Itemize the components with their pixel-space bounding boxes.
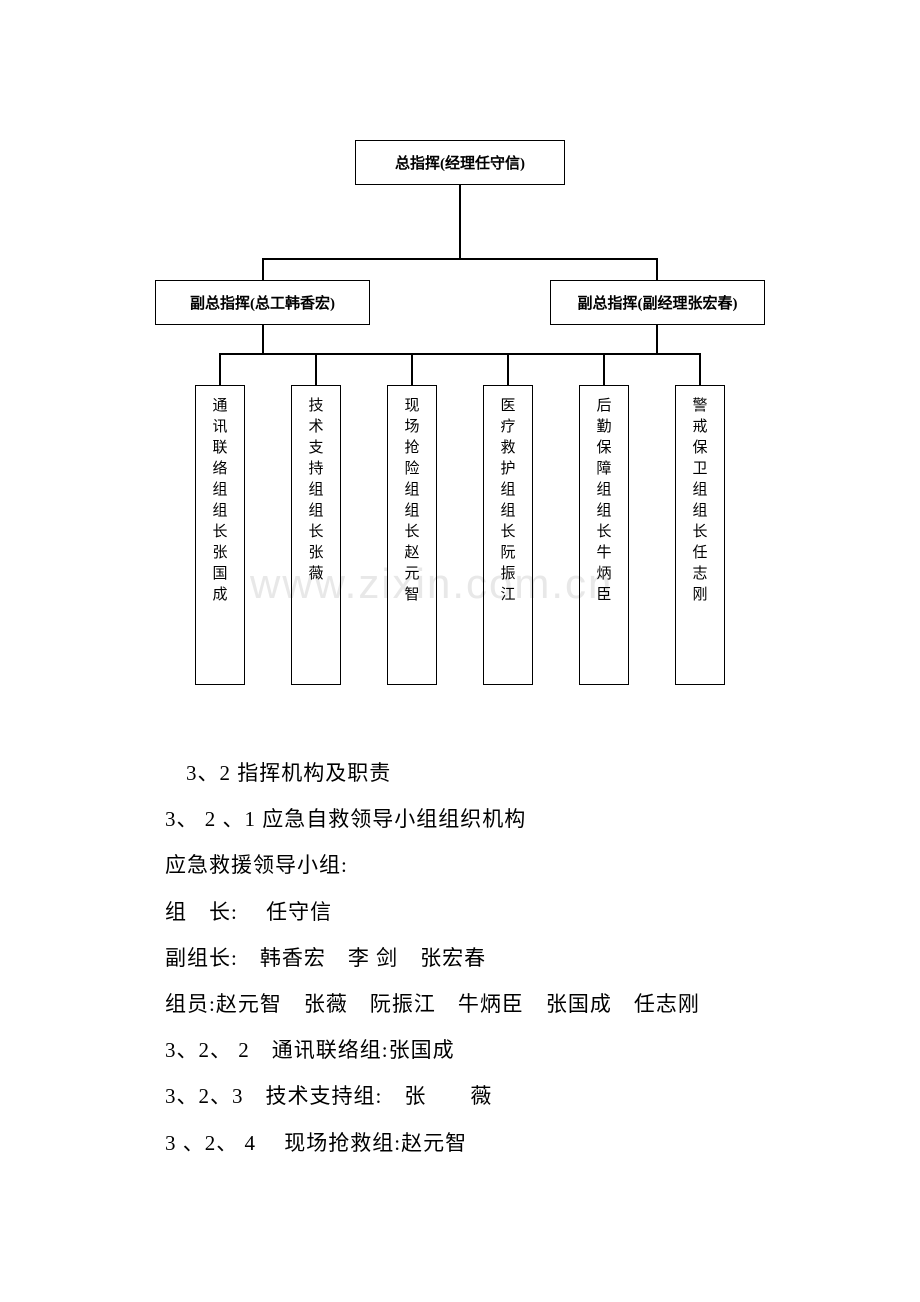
text-line: 组 长: 任守信: [165, 889, 765, 935]
text-line: 3 、2、 4 现场抢救组:赵元智: [165, 1120, 765, 1166]
connector-line: [262, 325, 264, 355]
connector-line: [219, 353, 701, 355]
text-line: 3、2 指挥机构及职责: [165, 750, 765, 796]
connector-line: [656, 258, 658, 280]
text-line: 3、 2 、1 应急自救领导小组组织机构: [165, 796, 765, 842]
connector-line: [656, 325, 658, 355]
text-section: 3、2 指挥机构及职责 3、 2 、1 应急自救领导小组组织机构 应急救援领导小…: [165, 750, 765, 1166]
text-line: 副组长: 韩香宏 李 剑 张宏春: [165, 935, 765, 981]
connector-line: [315, 353, 317, 385]
group-box: 警戒保卫组组长任志刚: [675, 385, 725, 685]
group-box: 现场抢险组组长赵元智: [387, 385, 437, 685]
connector-line: [411, 353, 413, 385]
group-box: 技术支持组组长张薇: [291, 385, 341, 685]
group-box: 医疗救护组组长阮振江: [483, 385, 533, 685]
org-chart: 总指挥(经理任守信) 副总指挥(总工韩香宏) 副总指挥(副经理张宏春) 通讯联络…: [0, 0, 920, 700]
commander-box: 总指挥(经理任守信): [355, 140, 565, 185]
connector-line: [219, 353, 221, 385]
deputy-right-box: 副总指挥(副经理张宏春): [550, 280, 765, 325]
text-line: 3、2、3 技术支持组: 张 薇: [165, 1073, 765, 1119]
group-box: 后勤保障组组长牛炳臣: [579, 385, 629, 685]
text-line: 组员:赵元智 张薇 阮振江 牛炳臣 张国成 任志刚: [165, 981, 765, 1027]
connector-line: [459, 185, 461, 260]
group-box: 通讯联络组组长张国成: [195, 385, 245, 685]
deputy-left-box: 副总指挥(总工韩香宏): [155, 280, 370, 325]
text-line: 应急救援领导小组:: [165, 842, 765, 888]
connector-line: [262, 258, 658, 260]
connector-line: [262, 258, 264, 280]
text-line: 3、2、 2 通讯联络组:张国成: [165, 1027, 765, 1073]
connector-line: [507, 353, 509, 385]
connector-line: [603, 353, 605, 385]
connector-line: [699, 353, 701, 385]
